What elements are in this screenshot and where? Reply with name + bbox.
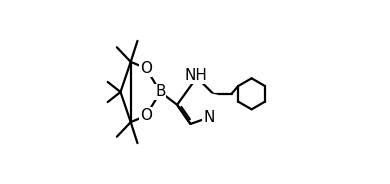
Text: B: B (155, 84, 165, 100)
Text: NH: NH (184, 68, 207, 83)
Text: O: O (140, 108, 152, 123)
Text: N: N (203, 110, 214, 125)
Text: O: O (140, 61, 152, 76)
